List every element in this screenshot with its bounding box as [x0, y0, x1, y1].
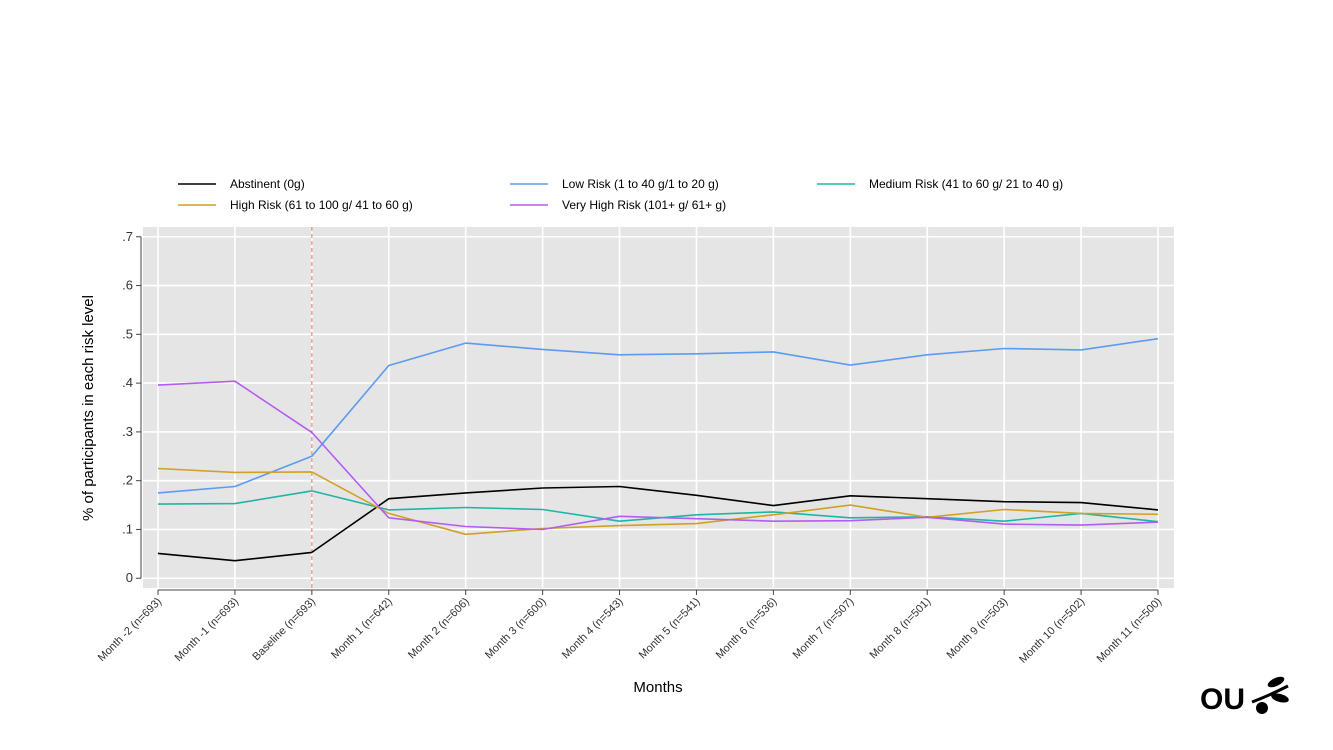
y-tick-label: .2: [122, 473, 133, 488]
legend-label: Low Risk (1 to 40 g/1 to 20 g): [562, 177, 719, 191]
y-axis: 0 .1 .2 .3 .4 .5 .6 .7: [122, 229, 142, 585]
series-group: [157, 337, 1159, 562]
x-tick-label: Month 3 (n=600): [483, 596, 549, 662]
x-axis-title: Months: [633, 679, 682, 696]
legend-label: High Risk (61 to 100 g/ 41 to 60 g): [230, 198, 413, 212]
y-tick-label: .6: [122, 278, 133, 293]
x-tick-label: Month 9 (n=503): [944, 596, 1010, 662]
series-line: [157, 337, 1159, 494]
x-tick-label: Month 4 (n=543): [560, 596, 626, 662]
logo: OU: [1200, 676, 1289, 716]
x-tick-label: Month 11 (n=500): [1095, 596, 1165, 666]
y-tick-label: .5: [122, 326, 133, 341]
x-tick-label: Baseline (n=693): [250, 596, 318, 664]
x-tick-label: Month 6 (n=536): [714, 596, 780, 662]
x-tick-label: Month 5 (n=541): [637, 596, 703, 662]
x-tick-label: Month 7 (n=507): [791, 596, 857, 662]
y-tick-label: .4: [122, 375, 133, 390]
legend-label: Very High Risk (101+ g/ 61+ g): [562, 198, 726, 212]
olive-branch-icon: [1251, 676, 1289, 714]
y-tick-label: .1: [122, 521, 133, 536]
y-tick-label: .3: [122, 424, 133, 439]
x-axis: Month -2 (n=693) Month -1 (n=693) Baseline…: [96, 589, 1165, 666]
x-tick-label: Month -2 (n=693): [96, 596, 164, 664]
legend: Abstinent (0g) Low Risk (1 to 40 g/1 to 2…: [178, 177, 1063, 212]
y-tick-label: .7: [122, 229, 133, 244]
x-tick-label: Month 8 (n=501): [868, 596, 934, 662]
x-tick-label: Month 2 (n=606): [406, 596, 472, 662]
series-line: [157, 467, 1159, 536]
legend-label: Abstinent (0g): [230, 177, 305, 191]
legend-label: Medium Risk (41 to 60 g/ 21 to 40 g): [869, 177, 1063, 191]
x-tick-label: Month 10 (n=502): [1017, 596, 1087, 666]
x-tick-label: Month -1 (n=693): [173, 596, 241, 664]
x-tick-label: Month 1 (n=642): [329, 596, 395, 662]
series-line: [157, 380, 1159, 531]
logo-text: OU: [1200, 683, 1245, 716]
y-axis-title: % of participants in each risk level: [80, 295, 97, 521]
plot-background: [143, 227, 1174, 588]
grid: [143, 227, 1174, 588]
series-line: [157, 485, 1159, 562]
y-tick-label: 0: [126, 570, 133, 585]
